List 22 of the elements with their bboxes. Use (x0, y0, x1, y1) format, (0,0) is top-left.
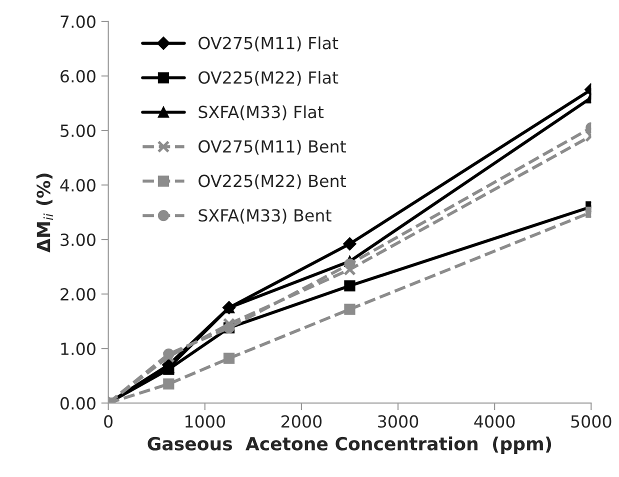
legend-label: SXFA(M33) Bent (198, 208, 332, 224)
x-tick-label: 4000 (474, 415, 515, 428)
x-tick-label: 3000 (378, 415, 418, 428)
y-tick-label: 2.00 (60, 288, 96, 301)
y-tick-label: 4.00 (60, 178, 96, 192)
y-tick-label: 1.00 (61, 342, 96, 356)
legend-label: OV275(M11) Flat (198, 36, 338, 52)
y-tick-label: 7.00 (60, 15, 96, 28)
legend-label: OV225(M22) Flat (198, 70, 338, 86)
y-axis-title: ΔM$_{ii}$ (%) (36, 174, 54, 252)
x-tick-label: 1000 (186, 415, 225, 428)
legend-label: OV225(M22) Bent (198, 174, 346, 190)
x-tick-label: 2000 (281, 415, 322, 428)
y-tick-label: 3.00 (60, 233, 96, 246)
y-tick-label: 6.00 (60, 70, 96, 83)
y-tick-label: 5.00 (60, 124, 96, 138)
legend-label: SXFA(M33) Flat (198, 105, 324, 120)
legend-label: OV275(M11) Bent (198, 140, 346, 155)
x-tick-label: 5000 (571, 415, 612, 428)
x-axis-title: Gaseous Acetone Concentration (ppm) (148, 436, 552, 454)
y-tick-label: 0.00 (60, 397, 96, 410)
x-tick-label: 0 (104, 415, 113, 428)
